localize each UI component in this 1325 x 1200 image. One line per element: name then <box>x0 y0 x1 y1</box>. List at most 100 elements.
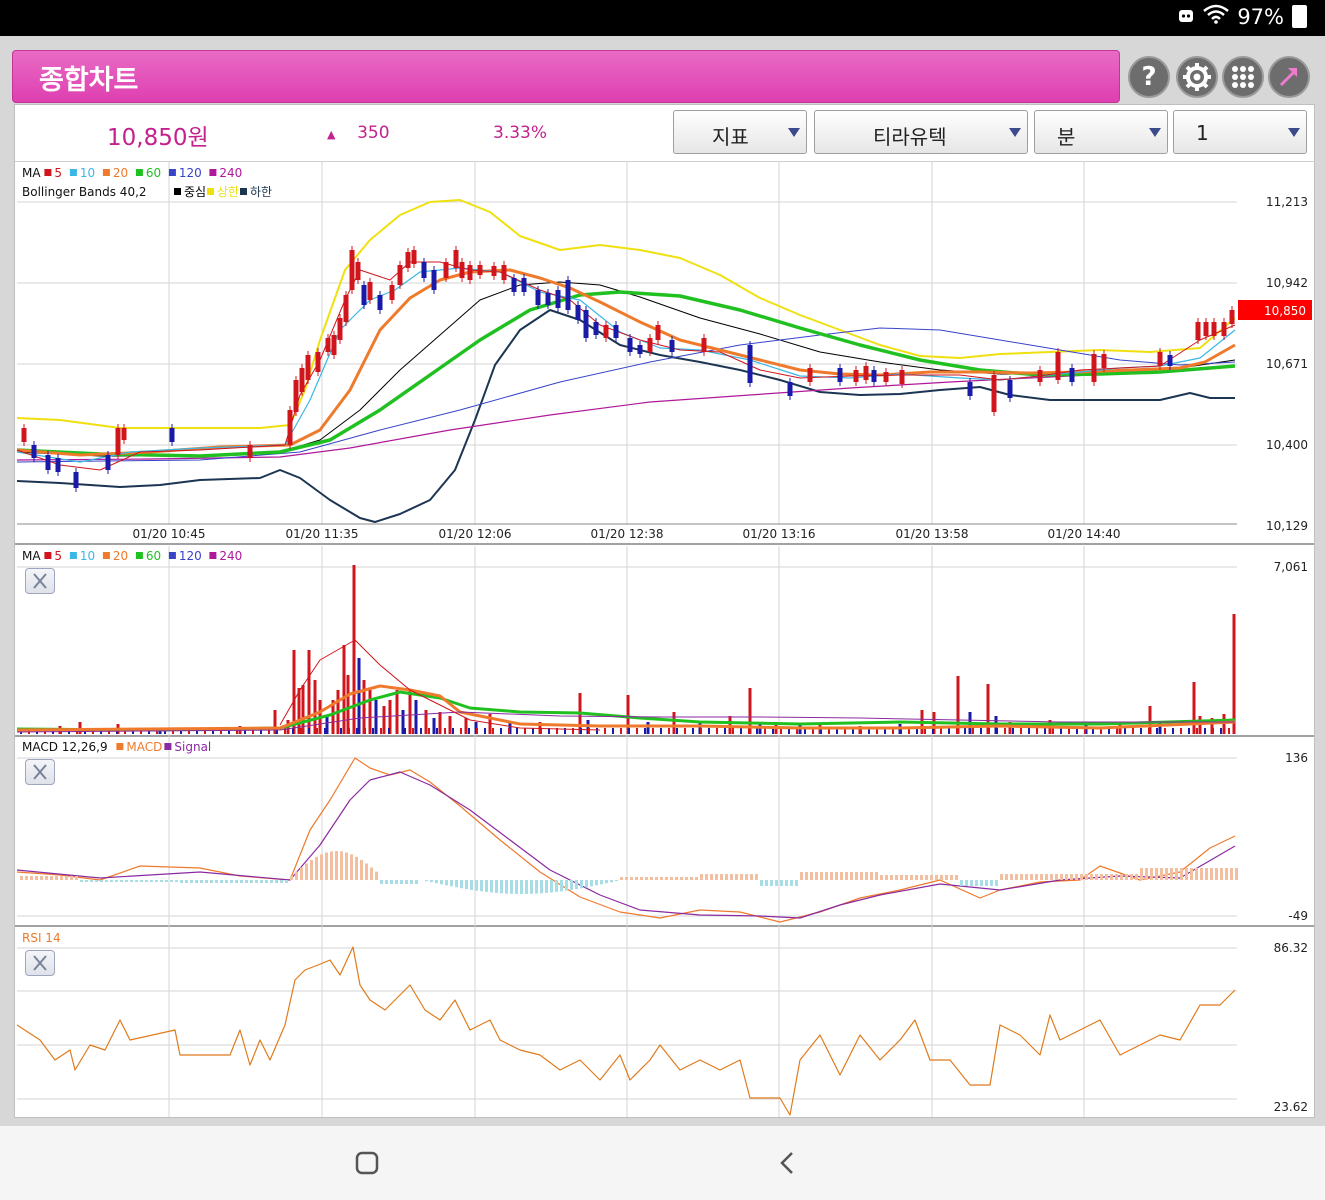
gear-icon[interactable] <box>1176 56 1218 98</box>
macd-histogram-bar <box>435 880 438 884</box>
legend-label: 하한 <box>250 185 272 199</box>
volume-bar <box>468 728 470 734</box>
volume-bar <box>464 718 468 734</box>
macd-histogram-bar <box>380 880 383 884</box>
legend-swatch <box>240 188 247 195</box>
bollinger-middle-line <box>16 281 1236 457</box>
volume-bar <box>500 728 502 734</box>
macd-histogram-bar <box>350 854 353 880</box>
volume-bar <box>408 690 412 734</box>
macd-histogram-bar <box>210 880 213 883</box>
volume-bar <box>324 728 326 734</box>
volume-bar <box>1008 722 1012 734</box>
navigation-bar <box>0 1126 1325 1200</box>
macd-histogram-bar <box>425 880 428 882</box>
volume-bar <box>986 684 990 734</box>
macd-histogram-bar <box>1095 874 1098 880</box>
period-dropdown[interactable]: 분 <box>1034 110 1168 154</box>
macd-histogram-bar <box>585 880 588 888</box>
macd-histogram-bar <box>890 875 893 880</box>
macd-histogram-bar <box>415 880 418 884</box>
price-axis-tick: 11,213 <box>1266 195 1308 209</box>
period-dropdown-label: 분 <box>1057 125 1076 149</box>
macd-histogram-bar <box>375 871 378 880</box>
macd-histogram-bar <box>245 880 248 883</box>
macd-histogram-bar <box>705 874 708 880</box>
macd-histogram-bar <box>690 877 693 880</box>
candle <box>169 428 175 442</box>
macd-histogram-bar <box>865 872 868 880</box>
macd-histogram-bar <box>540 880 543 894</box>
rsi-axis-tick: 23.62 <box>1274 1100 1308 1114</box>
macd-histogram-bar <box>665 877 668 880</box>
grid-icon[interactable] <box>1222 56 1264 98</box>
volume-bar <box>1228 728 1230 734</box>
expand-icon[interactable] <box>1268 56 1310 98</box>
candle <box>1221 322 1227 336</box>
macd-histogram-bar <box>1210 868 1213 880</box>
macd-histogram-bar <box>805 872 808 880</box>
volume-bar <box>1196 728 1198 734</box>
macd-histogram-bar <box>815 872 818 880</box>
candle <box>443 262 449 278</box>
volume-bar <box>646 722 650 734</box>
macd-close-icon[interactable] <box>25 759 55 785</box>
volume-bar <box>382 706 386 734</box>
legend-swatch <box>135 169 143 176</box>
legend-label: 240 <box>219 549 242 563</box>
back-button[interactable] <box>776 1150 798 1180</box>
help-icon[interactable]: ? <box>1128 56 1170 98</box>
macd-histogram-bar <box>995 880 998 886</box>
volume-bar <box>972 728 974 734</box>
rsi-close-icon[interactable] <box>25 950 55 976</box>
candles <box>21 246 1235 492</box>
volume-bar <box>988 728 990 734</box>
volume-bar <box>404 728 406 734</box>
candle <box>701 338 707 352</box>
candle <box>247 445 253 458</box>
volume-bar <box>492 728 494 734</box>
macd-histogram-bar <box>790 880 793 886</box>
candle <box>105 455 111 470</box>
interval-dropdown[interactable]: 1 <box>1173 110 1307 154</box>
macd-histogram-bar <box>35 876 38 880</box>
volume-close-icon[interactable] <box>25 568 55 594</box>
legend-title: MACD 12,26,9 <box>22 740 108 754</box>
home-button[interactable] <box>354 1150 380 1180</box>
volume-bar <box>900 728 902 734</box>
macd-histogram-bar <box>200 880 203 883</box>
macd-histogram-bar <box>725 874 728 880</box>
volume-bar <box>276 728 278 734</box>
macd-axis-tick: 136 <box>1285 751 1308 765</box>
volume-bar <box>636 728 638 734</box>
candle <box>361 285 367 305</box>
volume-bar <box>604 728 606 734</box>
macd-histogram-bar <box>875 872 878 880</box>
macd-histogram-bar <box>100 880 103 882</box>
candle <box>747 345 753 383</box>
volume-bar <box>428 728 430 734</box>
candle <box>293 380 299 412</box>
macd-histogram-bar <box>645 877 648 880</box>
volume-bar <box>436 728 438 734</box>
stock-dropdown[interactable]: 티라유텍 <box>814 110 1028 154</box>
volume-axis-tick: 7,061 <box>1274 560 1308 574</box>
volume-bar <box>307 650 311 734</box>
candle <box>555 290 561 308</box>
macd-histogram-bar <box>240 880 243 883</box>
macd-histogram-bar <box>570 880 573 890</box>
volume-bar <box>340 728 342 734</box>
macd-histogram-bar <box>215 880 218 883</box>
volume-bar <box>796 728 798 734</box>
price-axis-tick: 10,942 <box>1266 276 1308 290</box>
legend-label: 20 <box>113 549 128 563</box>
macd-histogram-bar <box>320 854 323 880</box>
volume-bar <box>716 728 718 734</box>
candle <box>787 382 793 396</box>
macd-histogram-bar <box>855 872 858 880</box>
macd-histogram-bar <box>975 880 978 886</box>
interval-dropdown-label: 1 <box>1196 121 1209 145</box>
indicator-dropdown[interactable]: 지표 <box>673 110 807 154</box>
candle <box>453 250 459 268</box>
